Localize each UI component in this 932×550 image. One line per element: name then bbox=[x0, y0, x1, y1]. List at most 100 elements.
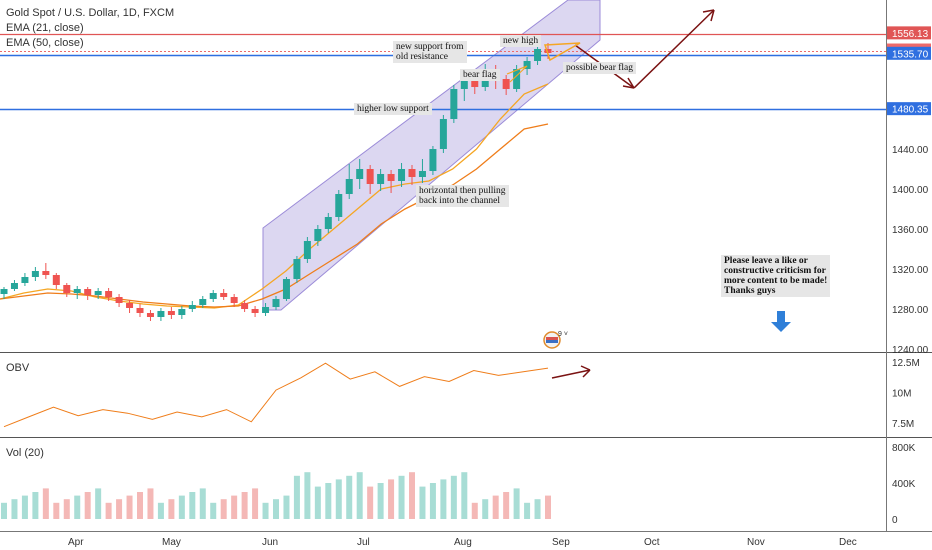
candle-body bbox=[73, 289, 81, 293]
volume-bar bbox=[95, 488, 102, 519]
volume-bar bbox=[545, 495, 551, 519]
candle-body bbox=[502, 79, 510, 89]
volume-bar bbox=[157, 502, 164, 519]
bull-arrow bbox=[633, 9, 715, 89]
bear-flag-triangle bbox=[543, 42, 581, 62]
price-tag-label: 1480.35 bbox=[892, 105, 929, 116]
time-axis-label: May bbox=[162, 537, 181, 548]
volume-bar bbox=[398, 475, 405, 519]
candle-body bbox=[429, 149, 437, 171]
candle-body bbox=[220, 293, 228, 297]
candle-body bbox=[0, 289, 8, 294]
time-axis-label: Apr bbox=[68, 537, 84, 548]
note-bear-flag[interactable]: bear flag bbox=[460, 69, 500, 81]
symbol-title[interactable]: Gold Spot / U.S. Dollar, 1D, FXCM bbox=[6, 7, 175, 19]
volume-bar bbox=[178, 495, 185, 519]
volume-bar bbox=[513, 488, 520, 519]
candle-body bbox=[199, 299, 207, 305]
volume-bar bbox=[304, 472, 311, 519]
volume-bar bbox=[356, 472, 363, 519]
volume-bar bbox=[168, 499, 175, 519]
note-possible-bear-flag[interactable]: possible bear flag bbox=[563, 62, 637, 74]
event-flag-icon[interactable]: 9 ˅ bbox=[542, 330, 568, 350]
candle-body bbox=[303, 241, 311, 259]
obv-arrowhead bbox=[580, 365, 591, 378]
candle-body bbox=[188, 305, 196, 309]
volume-bar bbox=[273, 499, 279, 519]
candle-body bbox=[513, 69, 521, 89]
note-higher-low[interactable]: higher low support bbox=[354, 103, 432, 115]
volume-bar bbox=[63, 499, 70, 519]
candle-body bbox=[471, 79, 479, 87]
obv-pane-label[interactable]: OBV bbox=[6, 362, 30, 374]
candle-body bbox=[209, 293, 217, 299]
volume-bar bbox=[220, 499, 227, 519]
price-tick-label: 1240.00 bbox=[892, 345, 929, 356]
candle-body bbox=[314, 229, 322, 241]
candle-body bbox=[230, 297, 238, 303]
price-tick-label: 1440.00 bbox=[892, 145, 929, 156]
time-axis-label: Nov bbox=[747, 537, 765, 548]
candle-body bbox=[450, 89, 458, 119]
note-new-support[interactable]: new support from old resistance bbox=[393, 41, 467, 63]
bull-arrowhead bbox=[702, 9, 715, 22]
note-new-high[interactable]: new high bbox=[500, 35, 542, 47]
volume-bar bbox=[492, 495, 499, 519]
volume-bar bbox=[210, 502, 217, 519]
volume-bar bbox=[252, 488, 259, 519]
volume-bar bbox=[450, 475, 457, 519]
candle-body bbox=[146, 313, 154, 317]
candle-body bbox=[167, 311, 175, 315]
candle-body bbox=[293, 259, 301, 279]
candle-body bbox=[282, 279, 290, 299]
candle-body bbox=[63, 285, 71, 293]
volume-bar bbox=[367, 486, 374, 519]
bear-flag-small bbox=[506, 65, 528, 83]
obv-pane[interactable] bbox=[0, 353, 886, 437]
price-tag-label: 1556.13 bbox=[892, 29, 929, 40]
vol-pane-label[interactable]: Vol (20) bbox=[6, 447, 44, 459]
obv-tick-label: 12.5M bbox=[892, 358, 920, 369]
volume-bar bbox=[137, 492, 143, 519]
chart-legend: Gold Spot / U.S. Dollar, 1D, FXCM EMA (2… bbox=[6, 6, 174, 51]
ema50-line bbox=[0, 123, 549, 308]
ema50-legend[interactable]: EMA (50, close) bbox=[6, 37, 84, 49]
volume-bar bbox=[1, 502, 7, 519]
volume-bar bbox=[293, 475, 300, 519]
price-tick-label: 1400.00 bbox=[892, 185, 929, 196]
candle-body bbox=[387, 174, 395, 181]
time-axis-label: Jun bbox=[262, 537, 278, 548]
volume-bar bbox=[32, 492, 39, 519]
candle-body bbox=[262, 307, 270, 313]
volume-bar bbox=[346, 475, 353, 519]
candle-body bbox=[534, 49, 542, 61]
volume-bar bbox=[524, 502, 531, 519]
price-tag bbox=[887, 46, 931, 60]
candle-body bbox=[251, 309, 259, 313]
time-axis-label: Oct bbox=[644, 537, 660, 548]
price-tick-label: 1360.00 bbox=[892, 225, 929, 236]
candle-body bbox=[335, 194, 343, 217]
volume-bar bbox=[241, 492, 248, 519]
price-tag bbox=[887, 26, 931, 40]
candle-body bbox=[136, 308, 144, 313]
volume-bar bbox=[409, 472, 415, 519]
volume-bar bbox=[42, 488, 49, 519]
volume-bar bbox=[471, 502, 478, 519]
obv-tick-label: 7.5M bbox=[892, 419, 914, 430]
candle-body bbox=[345, 179, 353, 194]
time-axis-label: Jul bbox=[357, 537, 370, 548]
price-tick-label: 1320.00 bbox=[892, 265, 929, 276]
note-horizontal[interactable]: horizontal then pulling back into the ch… bbox=[416, 185, 509, 207]
volume-bar bbox=[53, 502, 60, 519]
candle-body bbox=[31, 271, 39, 277]
volume-bar bbox=[461, 472, 468, 519]
ema21-legend[interactable]: EMA (21, close) bbox=[6, 22, 84, 34]
volume-bar bbox=[199, 488, 206, 519]
note-cta[interactable]: Please leave a like or constructive crit… bbox=[721, 255, 831, 297]
volume-bar bbox=[335, 479, 342, 519]
volume-bar bbox=[482, 499, 489, 519]
candle-body bbox=[523, 61, 531, 69]
candle-body bbox=[241, 303, 249, 309]
volume-bar bbox=[116, 499, 123, 519]
